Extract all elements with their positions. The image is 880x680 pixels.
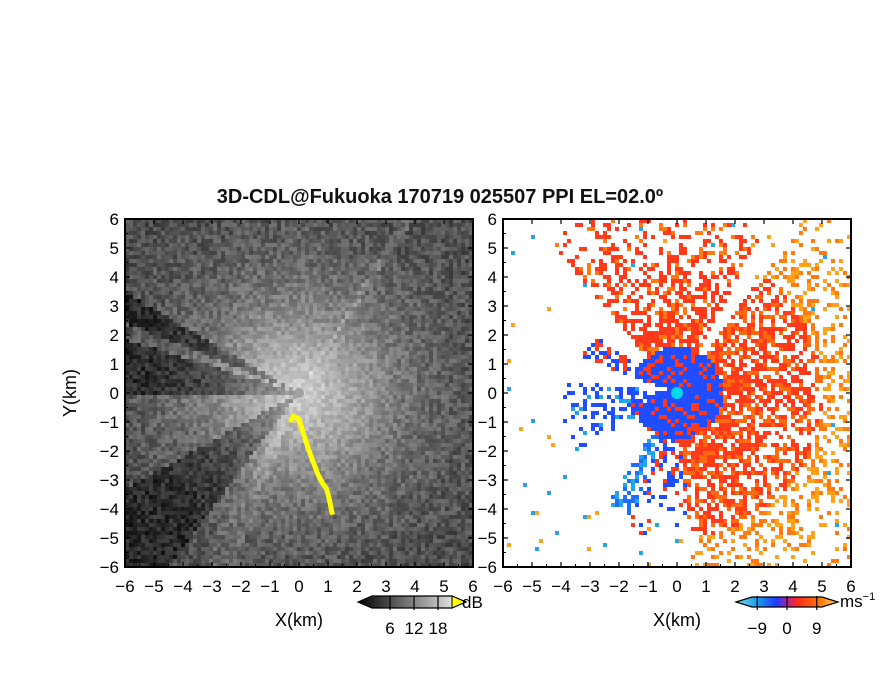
velocity-ytick-label: 0 xyxy=(488,384,497,403)
velocity-xtick-label: 4 xyxy=(788,577,797,596)
snr-ytick-label: −3 xyxy=(100,471,119,490)
snr-ytick-label: 2 xyxy=(110,326,119,345)
velocity-colorbar-tick-label: −9 xyxy=(748,619,767,638)
snr-xtick-label: 5 xyxy=(439,577,448,596)
snr-ytick-label: 1 xyxy=(110,355,119,374)
snr-colorbar-tick-label: 12 xyxy=(405,619,424,638)
snr-ylabel: Y(km) xyxy=(60,369,80,417)
velocity-xtick-label: −5 xyxy=(522,577,541,596)
velocity-ytick-label: 6 xyxy=(488,210,497,229)
snr-ytick-label: −2 xyxy=(100,442,119,461)
velocity-ytick-label: −4 xyxy=(478,500,497,519)
velocity-colorbar: −9 0 9 ms−1 xyxy=(733,591,875,638)
velocity-ytick-label: −5 xyxy=(478,529,497,548)
velocity-xtick-label: −1 xyxy=(638,577,657,596)
snr-panel: −6−6 −5 −5 −4 −4 −3 −3 −2 −2 −1 −1 0 0 1 1 2 2 3 3 4 4 5 5 6 6 X… xyxy=(60,210,478,630)
velocity-colorbar-tick-label: 9 xyxy=(812,619,821,638)
velocity-ytick-label: 3 xyxy=(488,297,497,316)
snr-xtick-label: 1 xyxy=(323,577,332,596)
velocity-colorbar-unit: ms−1 xyxy=(840,591,875,611)
snr-axis-ticks: −6−6 −5 −5 −4 −4 −3 −3 −2 −2 −1 −1 0 0 1 1 2 2 3 3 4 4 5 5 6 6 xyxy=(100,210,478,596)
snr-ytick-label: 3 xyxy=(110,297,119,316)
velocity-ytick-label: 4 xyxy=(488,268,497,287)
chart-title: 3D-CDL@Fukuoka 170719 025507 PPI EL=02.0… xyxy=(216,186,664,208)
snr-ytick-label: −6 xyxy=(100,558,119,577)
snr-ytick-label: 6 xyxy=(110,210,119,229)
velocity-xtick-label: 6 xyxy=(846,577,855,596)
snr-colorbar-ramp xyxy=(356,595,468,609)
velocity-xtick-label: 5 xyxy=(817,577,826,596)
velocity-ytick-label: 2 xyxy=(488,326,497,345)
snr-colorbar-over xyxy=(451,595,468,609)
snr-ytick-label: 5 xyxy=(110,239,119,258)
velocity-panel: −6−6 −5 −5 −4 −4 −3 −3 −2 −2 −1 −1 0 0 1 1 2 2 3 3 4 4 5 5 6 6 X… xyxy=(478,210,856,630)
snr-colorbar-ticks: 6 12 18 xyxy=(385,596,447,638)
velocity-ytick-label: −6 xyxy=(478,558,497,577)
velocity-xtick-label: −2 xyxy=(609,577,628,596)
velocity-ytick-label: −3 xyxy=(478,471,497,490)
snr-colorbar-tick-label: 6 xyxy=(385,619,394,638)
velocity-field xyxy=(507,219,851,567)
velocity-xtick-label: 0 xyxy=(672,577,681,596)
snr-xtick-label: −6 xyxy=(115,577,134,596)
velocity-xtick-label: 2 xyxy=(730,577,739,596)
snr-colorbar-tick-label: 18 xyxy=(429,619,448,638)
velocity-radar-site xyxy=(671,387,683,399)
snr-xtick-label: 6 xyxy=(468,577,477,596)
snr-xtick-label: 2 xyxy=(352,577,361,596)
velocity-ytick-label: −1 xyxy=(478,413,497,432)
snr-xtick-label: −1 xyxy=(260,577,279,596)
velocity-xlabel: X(km) xyxy=(653,610,701,630)
snr-xtick-label: −5 xyxy=(144,577,163,596)
velocity-ytick-label: 1 xyxy=(488,355,497,374)
snr-echo-path xyxy=(288,413,335,516)
snr-xtick-label: 0 xyxy=(294,577,303,596)
velocity-ytick-label: −2 xyxy=(478,442,497,461)
velocity-xtick-label: −3 xyxy=(580,577,599,596)
snr-glow xyxy=(125,219,473,567)
velocity-axis-ticks: −6−6 −5 −5 −4 −4 −3 −3 −2 −2 −1 −1 0 0 1 1 2 2 3 3 4 4 5 5 6 6 xyxy=(478,210,856,596)
snr-xtick-label: −4 xyxy=(173,577,192,596)
snr-xtick-label: −2 xyxy=(231,577,250,596)
snr-xlabel: X(km) xyxy=(275,610,323,630)
velocity-colorbar-tick-label: 0 xyxy=(782,619,791,638)
snr-colorbar: 6 12 18 dB xyxy=(356,593,483,638)
velocity-xtick-label: −4 xyxy=(551,577,570,596)
snr-ytick-label: −5 xyxy=(100,529,119,548)
velocity-colorbar-ticks: −9 0 9 xyxy=(748,596,822,638)
snr-ytick-label: −4 xyxy=(100,500,119,519)
velocity-ytick-label: 5 xyxy=(488,239,497,258)
snr-ytick-label: 4 xyxy=(110,268,119,287)
snr-xtick-label: 4 xyxy=(410,577,419,596)
snr-ytick-label: 0 xyxy=(110,384,119,403)
snr-echo-line xyxy=(288,413,335,516)
snr-colorbar-unit: dB xyxy=(462,593,483,612)
velocity-xtick-label: 3 xyxy=(759,577,768,596)
velocity-xtick-label: 1 xyxy=(701,577,710,596)
snr-ytick-label: −1 xyxy=(100,413,119,432)
velocity-xtick-label: −6 xyxy=(493,577,512,596)
snr-xtick-label: −3 xyxy=(202,577,221,596)
snr-xtick-label: 3 xyxy=(381,577,390,596)
